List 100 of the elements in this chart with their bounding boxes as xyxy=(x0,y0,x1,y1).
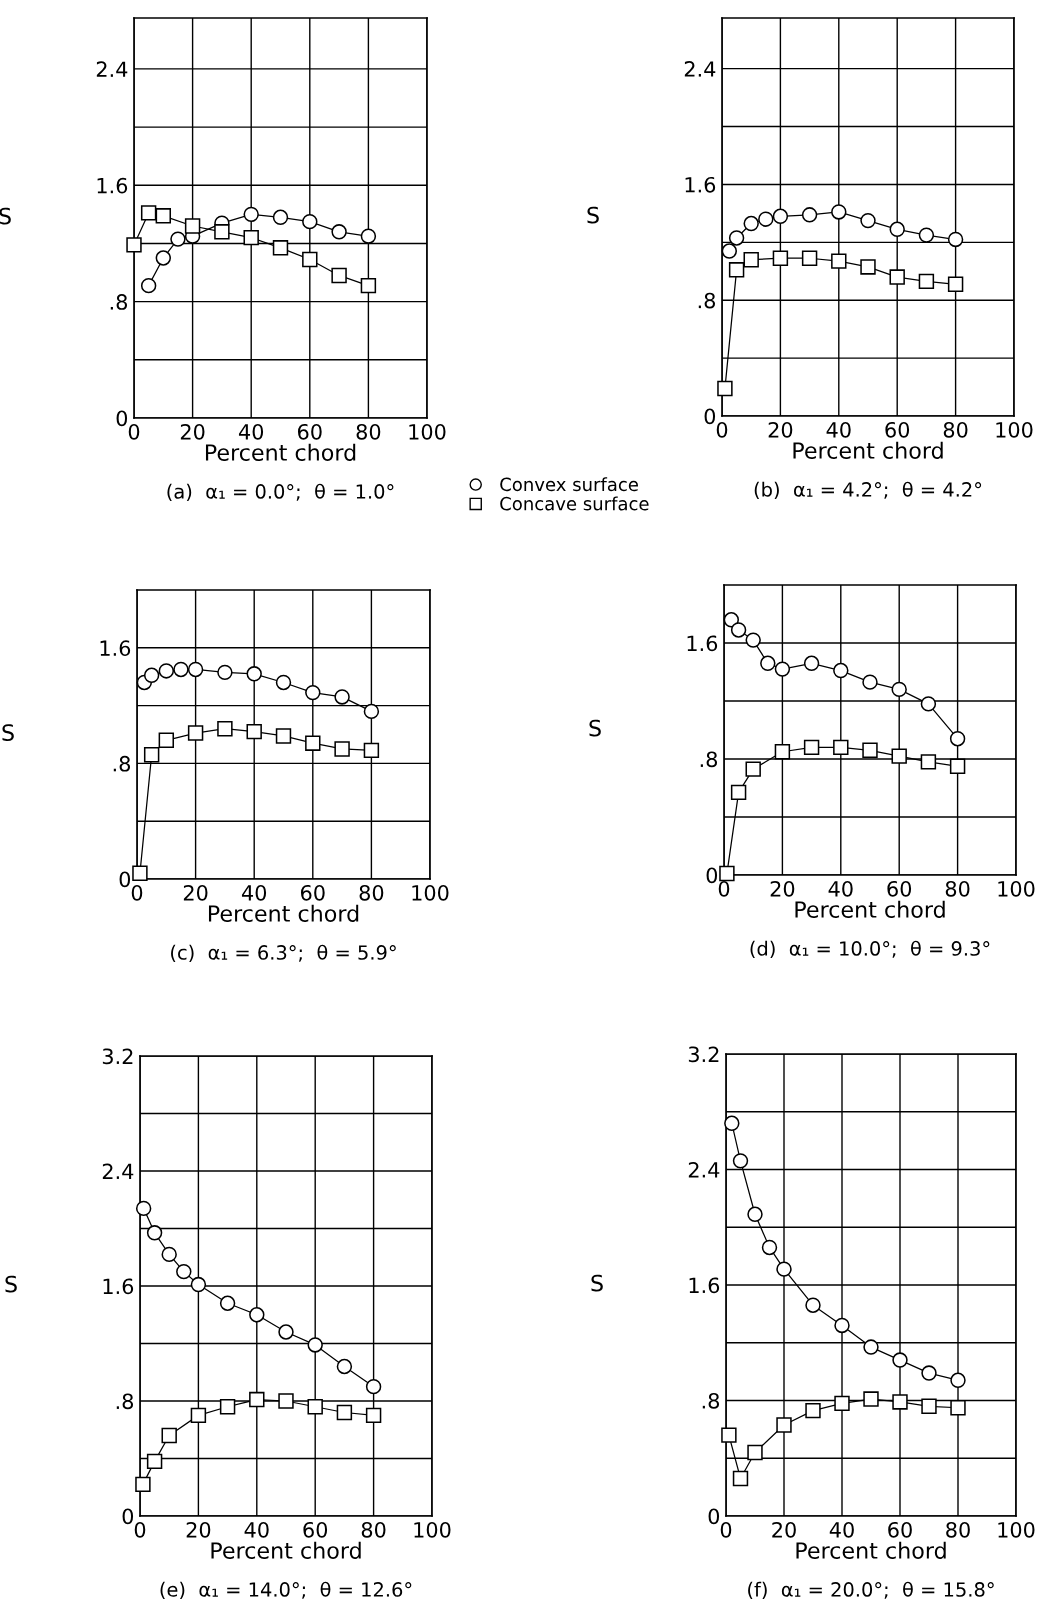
y-tick-label: 2.4 xyxy=(688,1161,720,1178)
point xyxy=(307,1399,323,1415)
point xyxy=(833,739,849,756)
point xyxy=(728,262,745,278)
x-axis-title: Percent chord xyxy=(796,1541,946,1559)
x-tick-label: 80 xyxy=(356,423,381,440)
point xyxy=(161,1246,177,1263)
x-tick-label: 100 xyxy=(414,1521,451,1538)
point xyxy=(920,696,937,712)
point xyxy=(219,1399,236,1415)
point xyxy=(146,1453,163,1470)
x-tick-label: 60 xyxy=(301,884,325,901)
point xyxy=(743,215,759,232)
point xyxy=(892,1394,908,1410)
point xyxy=(862,742,878,759)
point xyxy=(305,684,321,701)
x-tick-label: 20 xyxy=(772,1521,796,1538)
point xyxy=(272,209,289,225)
point xyxy=(155,250,172,266)
x-tick-label: 60 xyxy=(887,880,912,897)
point xyxy=(243,229,259,246)
x-tick-label: 20 xyxy=(183,884,208,901)
point xyxy=(921,1398,937,1414)
point xyxy=(246,666,262,682)
x-tick-label: 80 xyxy=(359,884,384,901)
point xyxy=(243,206,259,223)
point xyxy=(190,1276,207,1293)
point xyxy=(365,1407,382,1424)
point xyxy=(772,250,789,266)
point xyxy=(743,251,759,268)
y-tick-label: 1.6 xyxy=(685,176,716,193)
point xyxy=(732,1470,749,1487)
point xyxy=(758,211,774,227)
x-axis-title: Percent chord xyxy=(793,441,943,459)
point xyxy=(950,1400,966,1416)
y-tick-label: 3.2 xyxy=(688,1046,719,1063)
point xyxy=(889,221,905,238)
x-tick-label: 60 xyxy=(303,1521,328,1538)
point xyxy=(947,276,964,293)
x-tick-label: 0 xyxy=(134,1521,146,1538)
point xyxy=(860,259,876,275)
x-tick-label: 40 xyxy=(238,423,264,440)
point xyxy=(363,742,380,759)
y-tick-label: 2.4 xyxy=(684,61,716,77)
point xyxy=(336,1358,353,1375)
point xyxy=(275,674,292,691)
point xyxy=(143,747,160,763)
x-tick-label: 80 xyxy=(946,1521,970,1538)
point xyxy=(158,732,175,748)
y-tick-label: .8 xyxy=(700,751,718,768)
point xyxy=(918,227,935,243)
x-tick-label: 0 xyxy=(720,1521,732,1538)
point xyxy=(728,230,745,246)
y-tick-label: .8 xyxy=(116,1393,134,1410)
point xyxy=(831,204,847,220)
point xyxy=(249,1307,265,1323)
point xyxy=(801,207,818,223)
point xyxy=(921,1365,937,1381)
point xyxy=(140,205,157,221)
point xyxy=(155,208,172,224)
point xyxy=(860,212,876,229)
point xyxy=(360,277,377,294)
point xyxy=(745,632,761,648)
x-tick-label: 60 xyxy=(298,423,322,440)
point xyxy=(719,865,735,882)
point xyxy=(272,240,289,256)
point xyxy=(805,1297,821,1313)
point xyxy=(170,231,186,247)
x-tick-label: 60 xyxy=(885,421,910,438)
point xyxy=(833,662,849,679)
x-tick-label: 100 xyxy=(409,423,446,440)
x-tick-label: 40 xyxy=(829,1521,854,1538)
y-tick-label: .8 xyxy=(702,1392,720,1409)
point xyxy=(831,253,847,269)
point xyxy=(949,730,966,747)
point xyxy=(217,721,233,737)
text: (c) α₁ = 6.3°; θ = 5.9° xyxy=(171,944,396,963)
x-axis-title: Percent chord xyxy=(208,904,359,922)
point xyxy=(336,1404,353,1421)
point xyxy=(132,865,148,881)
y-tick-label: 0 xyxy=(706,867,718,884)
point xyxy=(217,664,233,681)
point xyxy=(184,218,201,234)
x-tick-label: 40 xyxy=(826,421,851,438)
point xyxy=(365,1378,382,1395)
point xyxy=(732,1153,749,1169)
y-tick-label: .8 xyxy=(698,292,716,309)
x-tick-label: 100 xyxy=(998,1521,1035,1538)
x-tick-label: 80 xyxy=(945,880,970,897)
point xyxy=(747,1444,763,1461)
point xyxy=(950,1372,966,1388)
point xyxy=(161,1427,177,1444)
point xyxy=(143,667,160,683)
point xyxy=(246,723,262,740)
point xyxy=(747,1206,763,1222)
y-tick-label: 1.6 xyxy=(97,177,128,194)
point xyxy=(862,674,878,690)
point xyxy=(892,1352,908,1368)
x-tick-label: 40 xyxy=(828,880,853,897)
point xyxy=(761,1239,778,1256)
